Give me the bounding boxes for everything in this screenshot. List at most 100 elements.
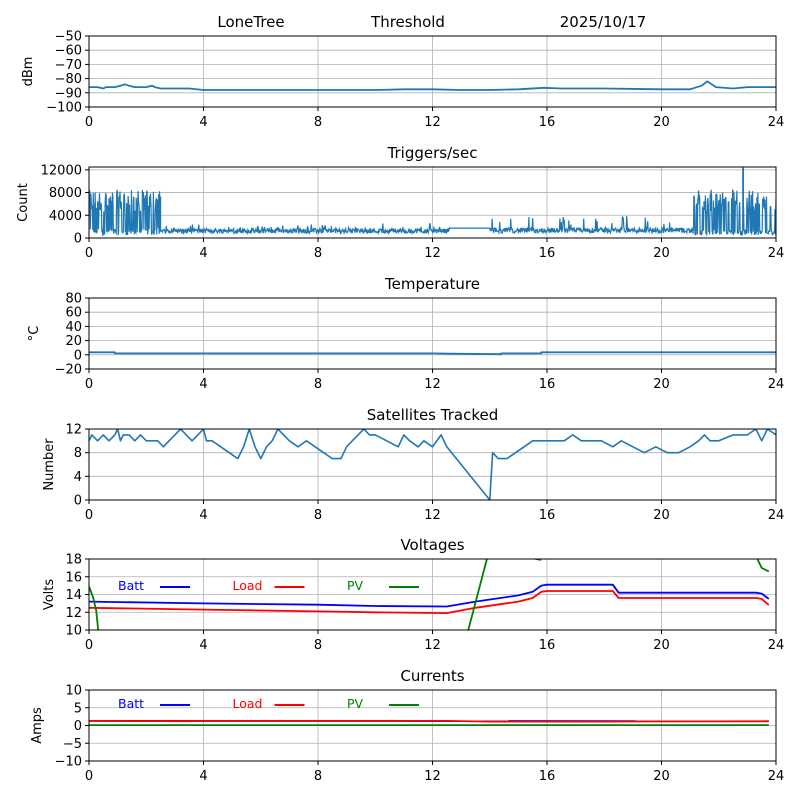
y-axis-label: Count <box>16 183 31 222</box>
series-line-load <box>89 590 770 614</box>
y-tick-label: 12000 <box>41 163 82 178</box>
x-tick-label: 8 <box>314 769 322 784</box>
y-tick-label: 10 <box>65 624 82 639</box>
y-tick-label: 80 <box>65 292 82 307</box>
panel-title: Temperature <box>384 275 480 293</box>
header-mode: Threshold <box>370 13 445 31</box>
x-tick-label: 0 <box>85 769 93 784</box>
x-tick-label: 0 <box>85 508 93 523</box>
y-axis-label: dBm <box>21 57 36 87</box>
series-group <box>89 167 776 237</box>
y-axis-label: °C <box>27 326 42 342</box>
panel-satellites: 0 4 8 12 16 20 24 0 4 8 12 Satellites Tracked Number <box>42 406 784 523</box>
x-tick-label: 12 <box>424 638 441 653</box>
series-group <box>89 429 776 500</box>
x-tick-label: 12 <box>424 769 441 784</box>
x-tick-label: 16 <box>539 377 556 392</box>
x-tick-label: 20 <box>653 115 670 130</box>
y-axis-label: Amps <box>30 707 45 744</box>
x-tick-label: 12 <box>424 246 441 261</box>
series-line-pv <box>467 559 488 630</box>
y-tick-label: 10 <box>65 684 82 699</box>
y-tick-label: 8 <box>74 446 82 461</box>
y-tick-label: −5 <box>63 737 82 752</box>
x-tick-label: 20 <box>653 246 670 261</box>
y-tick-label: −20 <box>55 363 82 378</box>
x-tick-label: 8 <box>314 115 322 130</box>
y-tick-label: 60 <box>65 306 82 321</box>
series-line-dbm <box>89 80 776 91</box>
x-tick-label: 8 <box>314 508 322 523</box>
y-tick-label: −10 <box>55 755 82 770</box>
series-group <box>89 559 770 630</box>
series-group <box>89 351 776 356</box>
x-tick-label: 20 <box>653 769 670 784</box>
series-line-count <box>89 189 776 237</box>
x-tick-label: 24 <box>768 246 785 261</box>
x-tick-label: 0 <box>85 246 93 261</box>
series-line-sats <box>89 429 776 500</box>
y-axis-label: Volts <box>42 579 57 611</box>
x-tick-label: 16 <box>539 115 556 130</box>
series-group <box>89 720 769 726</box>
x-tick-label: 20 <box>653 508 670 523</box>
y-axis-label: Number <box>42 438 57 491</box>
x-tick-label: 16 <box>539 638 556 653</box>
panel-title: Satellites Tracked <box>367 406 498 424</box>
y-tick-label: −60 <box>55 44 82 59</box>
y-tick-label: 4 <box>74 470 82 485</box>
y-tick-label: 0 <box>74 232 82 247</box>
panel-triggers: 0 4 8 12 16 20 24 0 4000 8000 12000 Triggers/sec Cou… <box>16 144 784 261</box>
series-line-pv <box>89 586 100 630</box>
legend-label-pv: PV <box>347 578 364 593</box>
x-tick-label: 4 <box>199 638 207 653</box>
x-tick-label: 24 <box>768 638 785 653</box>
y-tick-label: −100 <box>46 101 82 116</box>
y-tick-label: 12 <box>65 606 82 621</box>
x-tick-label: 16 <box>539 246 556 261</box>
panel-title: Currents <box>400 667 464 685</box>
legend-label-batt: Batt <box>118 696 144 711</box>
y-tick-label: −90 <box>55 86 82 101</box>
series-line-load <box>89 720 769 723</box>
series-group <box>89 80 776 91</box>
y-tick-label: 18 <box>65 553 82 568</box>
x-tick-label: 4 <box>199 115 207 130</box>
y-tick-label: 8000 <box>49 186 82 201</box>
x-tick-label: 0 <box>85 377 93 392</box>
y-tick-label: −80 <box>55 72 82 87</box>
y-tick-label: 0 <box>74 719 82 734</box>
x-tick-label: 24 <box>768 769 785 784</box>
x-tick-label: 16 <box>539 508 556 523</box>
x-tick-label: 4 <box>199 769 207 784</box>
panel-signal: 0 4 8 12 16 20 24 −50−60−70−80−90−100 dBm <box>21 30 784 131</box>
x-tick-label: 12 <box>424 377 441 392</box>
y-tick-label: 0 <box>74 348 82 363</box>
x-tick-label: 24 <box>768 377 785 392</box>
y-tick-label: 16 <box>65 570 82 585</box>
x-tick-label: 8 <box>314 638 322 653</box>
header-station: LoneTree <box>217 13 284 31</box>
legend-label-load: Load <box>233 578 263 593</box>
y-tick-label: 4000 <box>49 209 82 224</box>
x-tick-label: 12 <box>424 115 441 130</box>
x-tick-label: 0 <box>85 115 93 130</box>
x-tick-label: 24 <box>768 508 785 523</box>
panel-title: Voltages <box>400 536 464 554</box>
x-tick-label: 4 <box>199 377 207 392</box>
series-line-temp <box>89 351 776 356</box>
y-tick-label: 0 <box>74 494 82 509</box>
legend-label-pv: PV <box>347 696 364 711</box>
x-tick-label: 4 <box>199 246 207 261</box>
legend-label-batt: Batt <box>118 578 144 593</box>
x-tick-label: 16 <box>539 769 556 784</box>
series-line-batt <box>89 583 770 608</box>
x-tick-label: 12 <box>424 508 441 523</box>
y-tick-label: −50 <box>55 30 82 45</box>
y-tick-label: 12 <box>65 423 82 438</box>
x-tick-label: 8 <box>314 377 322 392</box>
